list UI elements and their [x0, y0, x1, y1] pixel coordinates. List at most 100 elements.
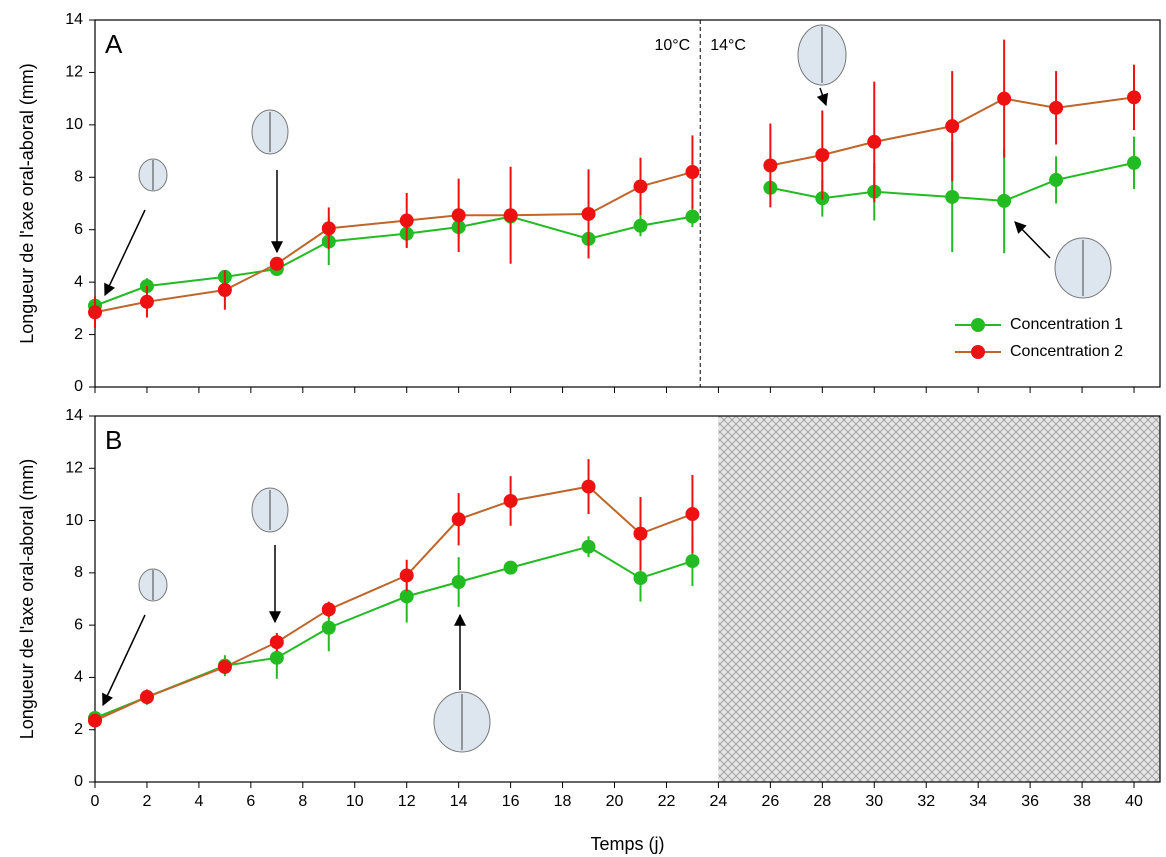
data-point — [633, 179, 648, 194]
data-point — [503, 208, 518, 223]
data-point — [88, 713, 102, 728]
data-point — [581, 539, 596, 554]
data-point — [633, 526, 648, 541]
x-tick-label: 30 — [865, 793, 883, 810]
y-tick-label: 8 — [74, 169, 83, 186]
x-tick-label: 34 — [969, 793, 987, 810]
panel-label: A — [105, 29, 123, 59]
jellyfish-icon — [138, 568, 168, 602]
data-point — [321, 602, 336, 617]
data-point — [269, 635, 284, 650]
data-point — [633, 218, 648, 233]
data-point — [399, 589, 414, 604]
y-tick-label: 0 — [74, 773, 83, 790]
jellyfish-icon — [138, 158, 168, 192]
data-point — [1127, 155, 1142, 170]
x-tick-label: 0 — [91, 793, 100, 810]
jellyfish-icon — [1054, 237, 1112, 299]
x-tick-label: 36 — [1021, 793, 1039, 810]
illustrations — [102, 24, 1112, 753]
data-point — [1049, 100, 1064, 115]
x-axis-title: Temps (j) — [590, 834, 664, 854]
x-tick-label: 16 — [502, 793, 520, 810]
y-tick-label: 10 — [65, 512, 83, 529]
y-tick-label: 14 — [65, 11, 83, 28]
data-point — [945, 189, 960, 204]
data-point — [581, 479, 596, 494]
arrow — [1014, 221, 1051, 259]
x-tick-label: 32 — [917, 793, 935, 810]
data-point — [269, 256, 284, 271]
arrow — [816, 87, 829, 107]
data-point — [139, 294, 154, 309]
x-tick-label: 20 — [606, 793, 624, 810]
data-point — [815, 148, 830, 163]
data-point — [503, 493, 518, 508]
jellyfish-icon — [797, 24, 847, 86]
data-point — [581, 206, 596, 221]
data-point — [633, 571, 648, 586]
data-point — [451, 575, 466, 590]
data-point — [88, 305, 102, 320]
x-tick-label: 4 — [194, 793, 203, 810]
x-tick-label: 26 — [761, 793, 779, 810]
y-tick-label: 8 — [74, 564, 83, 581]
shaded-region — [718, 416, 1160, 782]
y-tick-label: 2 — [74, 721, 83, 738]
x-tick-label: 12 — [398, 793, 416, 810]
series-line — [94, 545, 693, 719]
y-tick-label: 6 — [74, 221, 83, 238]
plot-frame — [94, 415, 1161, 783]
data-point — [685, 209, 700, 224]
data-point — [399, 213, 414, 228]
x-tick-label: 10 — [346, 793, 364, 810]
x-tick-label: 38 — [1073, 793, 1091, 810]
x-tick-label: 28 — [813, 793, 831, 810]
y-axis-title: Longueur de l'axe oral-aboral (mm) — [17, 459, 37, 740]
plot-frame — [94, 19, 1161, 388]
data-point — [451, 208, 466, 223]
data-point — [321, 620, 336, 635]
y-tick-label: 2 — [74, 326, 83, 343]
series-line — [94, 96, 1135, 314]
x-tick-label: 22 — [658, 793, 676, 810]
x-tick-label: 40 — [1125, 793, 1143, 810]
data-point — [1127, 90, 1142, 105]
data-point — [399, 568, 414, 583]
data-point — [217, 283, 232, 298]
x-tick-label: 14 — [450, 793, 468, 810]
data-point — [269, 650, 284, 665]
arrow — [104, 209, 146, 297]
legend-label: Concentration 2 — [1010, 343, 1123, 360]
y-tick-label: 12 — [65, 460, 83, 477]
divider-label: 14°C — [710, 37, 746, 54]
legend-marker — [971, 318, 985, 332]
data-point — [321, 221, 336, 236]
series-line — [94, 161, 1135, 307]
jellyfish-icon — [433, 691, 491, 753]
x-tick-label: 6 — [246, 793, 255, 810]
y-tick-label: 6 — [74, 616, 83, 633]
legend-label: Concentration 1 — [1010, 316, 1123, 333]
x-tick-label: 24 — [710, 793, 728, 810]
data-point — [763, 158, 778, 173]
series-line — [94, 485, 693, 722]
panel-label: B — [105, 425, 122, 455]
y-tick-label: 14 — [65, 407, 83, 424]
data-point — [685, 165, 700, 180]
jellyfish-icon — [251, 109, 289, 155]
jellyfish-icon — [251, 487, 289, 533]
x-tick-label: 2 — [142, 793, 151, 810]
data-point — [503, 560, 518, 575]
y-axis-title: Longueur de l'axe oral-aboral (mm) — [17, 63, 37, 344]
y-tick-label: 4 — [74, 669, 83, 686]
data-point — [997, 91, 1012, 106]
arrow — [102, 614, 146, 707]
data-point — [685, 507, 700, 522]
data-point — [867, 134, 882, 149]
data-point — [139, 690, 154, 705]
data-point — [1049, 172, 1064, 187]
data-point — [685, 554, 700, 569]
legend-marker — [971, 345, 985, 359]
